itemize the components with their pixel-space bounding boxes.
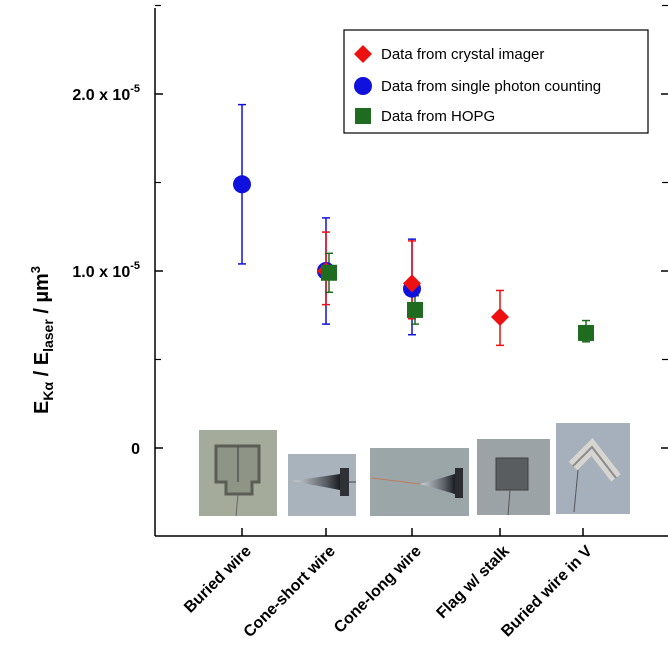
category-label: Flag w/ stalk	[434, 543, 513, 622]
data-point-square	[578, 324, 594, 341]
data-point-square	[321, 264, 337, 281]
photo-cone-long-wire	[370, 448, 469, 516]
y-tick-label: 2.0 x 10-5	[72, 83, 140, 104]
axis-ticks: 2.0 x 10-5 1.0 x 10-5 0	[72, 4, 668, 536]
photo-buried-wire	[199, 430, 277, 517]
category-label: Cone-short wire	[241, 543, 339, 641]
category-label: Buried wire in V	[498, 543, 596, 641]
legend: Data from crystal imager Data from single…	[343, 29, 649, 134]
legend-box	[343, 29, 649, 134]
legend-marker-circle	[354, 77, 372, 95]
data-markers	[233, 175, 594, 341]
y-tick-label: 0	[131, 441, 140, 458]
category-label: Cone-long wire	[331, 543, 425, 637]
legend-label: Data from single photon counting	[381, 78, 601, 95]
category-label: Buried wire	[181, 543, 255, 617]
photo-buried-wire-in-v	[556, 423, 630, 514]
photo-cone-short-wire	[288, 454, 356, 516]
target-photos	[199, 423, 630, 517]
photo-flag-with-stalk	[477, 439, 550, 516]
data-point-diamond	[403, 274, 421, 293]
legend-label: Data from crystal imager	[381, 46, 544, 63]
legend-label: Data from HOPG	[381, 108, 495, 125]
data-point-circle	[233, 175, 251, 194]
y-axis-label-text: EKα / Elaser / µm3	[28, 266, 56, 414]
y-tick-label: 1.0 x 10-5	[72, 260, 140, 281]
legend-marker-square	[355, 108, 371, 124]
y-axis-label: EKα / Elaser / µm3	[28, 266, 56, 414]
data-point-square	[407, 301, 423, 318]
legend-marker-diamond	[354, 45, 372, 63]
data-point-diamond	[491, 308, 509, 327]
